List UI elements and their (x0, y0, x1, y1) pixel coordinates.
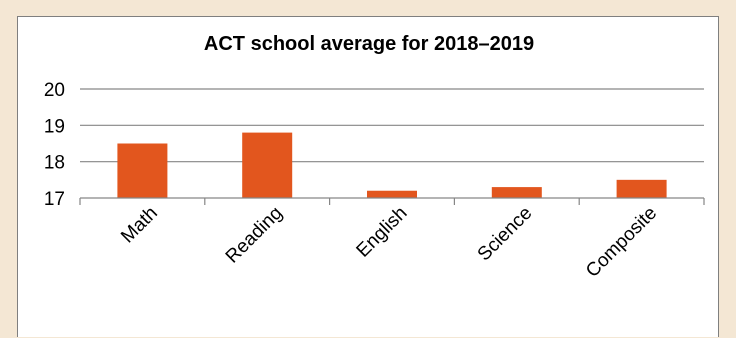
bars (117, 132, 667, 198)
x-tick-label-english: English (353, 203, 412, 262)
x-tick-label-reading: Reading (222, 203, 287, 268)
chart-container: ACT school average for 2018–2019 17 18 19 2… (17, 16, 719, 337)
y-tick-label: 20 (44, 80, 65, 101)
bar-english (367, 190, 417, 198)
y-tick-label: 18 (44, 153, 65, 174)
bar-composite (616, 179, 667, 198)
y-tick-label: 19 (44, 116, 65, 137)
bar-chart: ACT school average for 2018–2019 17 18 19 2… (44, 33, 705, 282)
chart-title: ACT school average for 2018–2019 (204, 33, 534, 55)
gridlines (80, 88, 704, 163)
bar-reading (242, 132, 293, 198)
x-axis (79, 197, 705, 205)
bar-math (117, 143, 168, 198)
y-tick-label: 17 (44, 189, 65, 210)
x-tick-label-math: Math (117, 203, 162, 248)
x-tick-label-composite: Composite (582, 203, 661, 282)
y-axis-ticks: 17 18 19 20 (44, 80, 65, 210)
x-tick-label-science: Science (474, 203, 537, 266)
bar-science (491, 187, 542, 198)
x-axis-ticks: Math Reading English Science Composite (117, 203, 661, 282)
